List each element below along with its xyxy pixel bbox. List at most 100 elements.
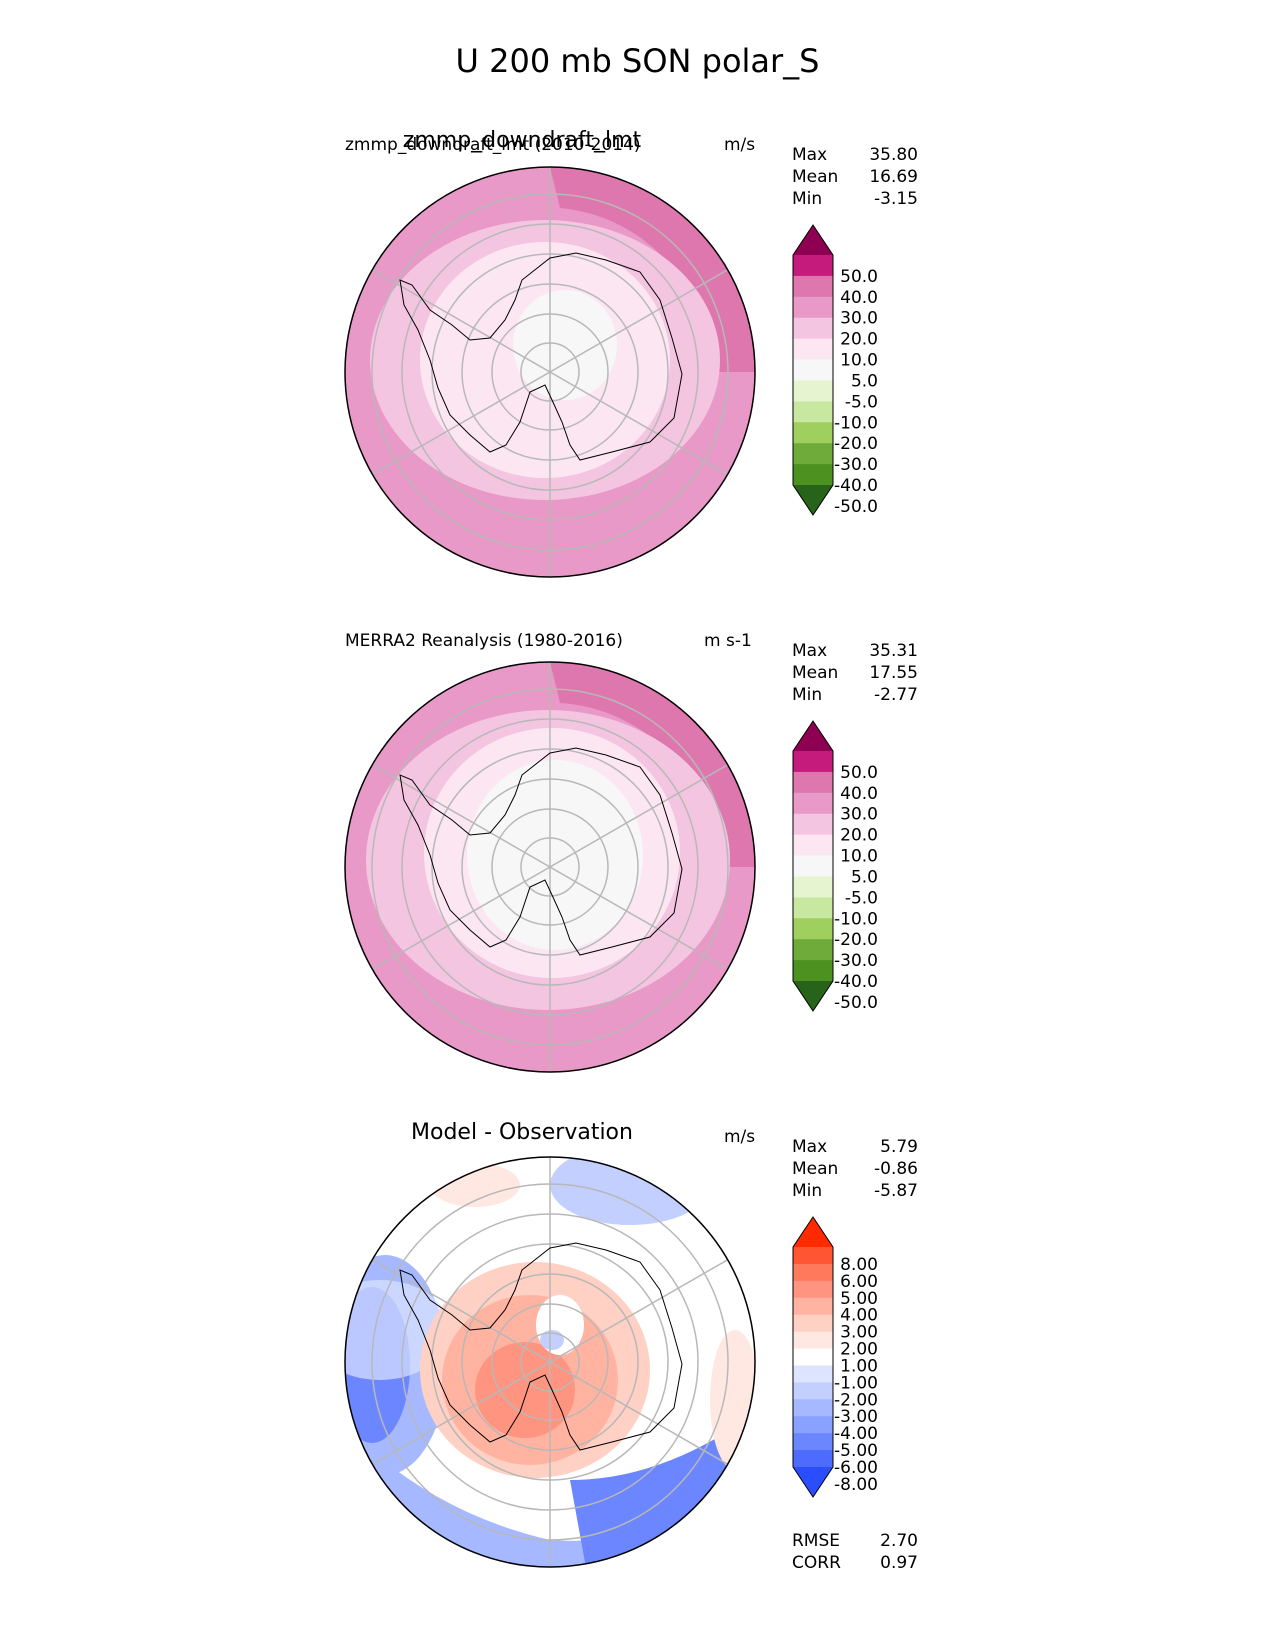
graticule [345, 1157, 755, 1567]
colorbar-tick-label: -40.0 [834, 972, 878, 992]
colorbar-tick-label: 4.00 [840, 1306, 878, 1326]
colorbar-tick-label: 5.0 [851, 867, 878, 887]
metric-corr: 0.97 [880, 1553, 918, 1573]
coastline [399, 252, 683, 461]
stat-label: Mean [792, 663, 839, 683]
colorbar-tick-label: 20.0 [840, 826, 878, 846]
colorbar-tick-label: 10.0 [840, 847, 878, 867]
colorbar-tick-label: 50.0 [840, 763, 878, 783]
colorbar-tick-label: 30.0 [840, 805, 878, 825]
colorbar-bin [793, 380, 833, 402]
colorbar-bin [793, 255, 833, 277]
stats-box: Max 5.79 Mean -0.86 Min -5.87 [792, 1136, 918, 1202]
stat-label: Min [792, 1181, 823, 1201]
colorbar-tick-label: -4.00 [834, 1424, 878, 1444]
colorbar-bin [793, 317, 833, 340]
colorbar-tick-label: -5.00 [834, 1441, 878, 1461]
coastline [399, 1242, 683, 1451]
colorbar-tick-label: 8.00 [840, 1255, 878, 1275]
metrics-box: RMSE 2.70 CORR 0.97 [792, 1530, 918, 1574]
colorbar: 50.040.030.020.010.05.0-5.0-10.0-20.0-30… [792, 224, 878, 517]
stat-mean: 16.69 [869, 167, 918, 187]
colorbar-tick-label: -30.0 [834, 455, 878, 475]
colorbar-bin [793, 897, 833, 919]
colorbar-tick-label: 50.0 [840, 267, 878, 287]
colorbar-tick-label: 40.0 [840, 784, 878, 804]
polar-map [344, 661, 756, 1073]
stat-min: -5.87 [874, 1181, 918, 1201]
stat-label: Min [792, 189, 823, 209]
colorbar-extend-min [793, 981, 833, 1011]
colorbar-bin [793, 771, 833, 794]
colorbar-extend-min [793, 485, 833, 515]
colorbar-bin [793, 1382, 833, 1400]
colorbar-tick-label: 30.0 [840, 309, 878, 329]
colorbar-tick-label: -6.00 [834, 1458, 878, 1478]
polar-map [344, 166, 756, 578]
colorbar-bin [793, 401, 833, 423]
stat-label: Max [792, 145, 828, 165]
panel-units: m/s [724, 135, 756, 155]
colorbar-bin [793, 1399, 833, 1417]
colorbar-bin [793, 1297, 833, 1316]
colorbar-tick-label: -10.0 [834, 413, 878, 433]
colorbar-tick-label: 10.0 [840, 351, 878, 371]
colorbar-bin [793, 1433, 833, 1451]
colorbar-bin [793, 443, 833, 465]
colorbar-tick-label: -20.0 [834, 930, 878, 950]
panel-units: m s-1 [704, 631, 752, 651]
colorbar-tick-label: 3.00 [840, 1323, 878, 1343]
colorbar-extend-min [793, 1467, 833, 1497]
colorbar-tick-label: 1.00 [840, 1356, 878, 1376]
stat-mean: -0.86 [874, 1159, 918, 1179]
stat-min: -2.77 [874, 685, 918, 705]
colorbar-extend-max [793, 1217, 833, 1247]
colorbar-bin [793, 1450, 833, 1468]
colorbar-tick-label: 40.0 [840, 288, 878, 308]
colorbar-tick-label: -8.00 [834, 1475, 878, 1495]
stats-box: Max 35.31 Mean 17.55 Min -2.77 [792, 640, 918, 706]
colorbar-tick-label: 2.00 [840, 1340, 878, 1360]
stat-label: Mean [792, 1159, 839, 1179]
colorbar-outline [792, 720, 834, 1012]
polar-map [344, 1156, 756, 1568]
colorbar-bin [793, 1416, 833, 1434]
colorbar-bin [793, 1280, 833, 1299]
colorbar-bin [793, 1314, 833, 1333]
colorbar-bin [793, 359, 833, 381]
colorbar-bin [793, 792, 833, 815]
colorbar-bin [793, 1365, 833, 1383]
metric-label: RMSE [792, 1531, 841, 1551]
stat-label: Max [792, 1137, 828, 1157]
panel-title: Model - Observation [411, 1120, 633, 1145]
colorbar-bin [793, 876, 833, 898]
colorbar-bin [793, 751, 833, 773]
colorbar-bin [793, 1348, 833, 1366]
colorbar-tick-label: -50.0 [834, 993, 878, 1013]
colorbar: 50.040.030.020.010.05.0-5.0-10.0-20.0-30… [792, 720, 878, 1013]
stat-max: 5.79 [880, 1137, 918, 1157]
stat-label: Max [792, 641, 828, 661]
stat-max: 35.80 [869, 145, 918, 165]
panel-units: m/s [724, 1127, 756, 1147]
colorbar-bin [793, 834, 833, 857]
colorbar-bin [793, 918, 833, 940]
stat-label: Min [792, 685, 823, 705]
stat-mean: 17.55 [869, 663, 918, 683]
colorbar-bin [793, 939, 833, 961]
colorbar-tick-label: -30.0 [834, 951, 878, 971]
panel-subtitle: MERRA2 Reanalysis (1980-2016) [345, 631, 623, 651]
colorbar-bin [793, 1263, 833, 1282]
colorbar-tick-label: -2.00 [834, 1390, 878, 1410]
colorbar-bin [793, 338, 833, 361]
colorbar-bin [793, 296, 833, 319]
colorbar-tick-label: 5.0 [851, 371, 878, 391]
stat-max: 35.31 [869, 641, 918, 661]
colorbar-bin [793, 464, 833, 486]
colorbar-tick-label: 5.00 [840, 1289, 878, 1309]
colorbar-tick-label: -10.0 [834, 909, 878, 929]
colorbar-bin [793, 1331, 833, 1350]
colorbar-tick-label: 6.00 [840, 1272, 878, 1292]
stat-min: -3.15 [874, 189, 918, 209]
graticule [345, 662, 755, 1072]
